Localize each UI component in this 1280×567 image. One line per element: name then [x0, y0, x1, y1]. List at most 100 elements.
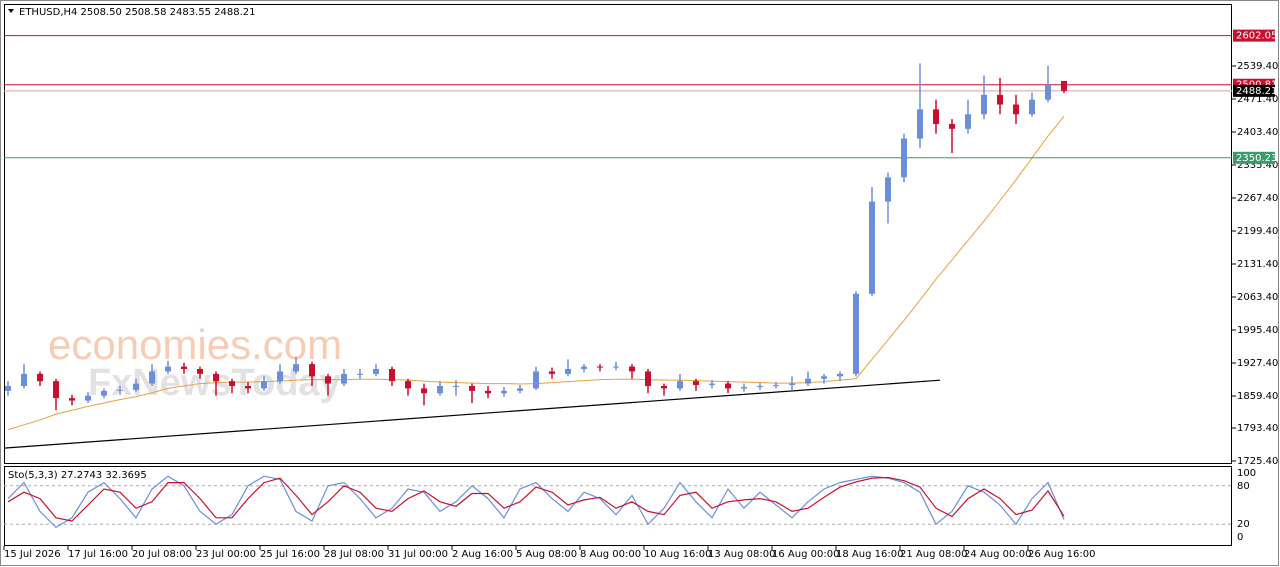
y-tick-label: 1995.40 — [1237, 325, 1278, 336]
candle-body — [549, 371, 555, 374]
candle-body — [1061, 81, 1067, 91]
candle-body — [517, 388, 523, 391]
candle-body — [917, 109, 923, 139]
x-tick-label: 13 Aug 08:00 — [708, 549, 775, 560]
candle-body — [197, 369, 203, 374]
candle-body — [37, 373, 43, 382]
stochastic-line — [7, 475, 1065, 529]
stochastic-line — [7, 476, 1065, 522]
candle-body — [101, 390, 107, 396]
watermark: economies.com — [48, 321, 342, 368]
candle-body — [373, 369, 379, 374]
candle-body — [421, 388, 427, 394]
x-tick-label: 16 Aug 00:00 — [772, 549, 839, 560]
candle-body — [149, 371, 155, 384]
symbol-arrow — [8, 9, 14, 13]
y-tick-label: 1725.40 — [1237, 456, 1278, 467]
x-tick-label: 25 Jul 16:00 — [260, 549, 320, 560]
candle-body — [261, 381, 267, 389]
level-label: 2350.23 — [1236, 153, 1277, 164]
level-label-bg — [1233, 29, 1275, 42]
candle-body — [885, 177, 891, 202]
candle-body — [341, 373, 347, 384]
y-tick-label: 2471.40 — [1237, 94, 1278, 105]
candle-body — [405, 381, 411, 389]
x-tick-label: 26 Aug 16:00 — [1028, 549, 1095, 560]
candle-body — [485, 390, 491, 394]
x-tick-label: 20 Jul 08:00 — [132, 549, 192, 560]
candle-body — [469, 385, 475, 391]
stochastic-tick-label: 80 — [1237, 481, 1250, 492]
y-tick-label: 2403.40 — [1237, 127, 1278, 138]
candle-body — [1029, 99, 1035, 115]
candle-body — [997, 94, 1003, 105]
candle-body — [357, 373, 363, 375]
x-tick-label: 17 Jul 16:00 — [68, 549, 128, 560]
candle-body — [533, 371, 539, 389]
level-label: 2602.05 — [1236, 31, 1277, 42]
candle-body — [117, 389, 123, 391]
level-label-bg — [1233, 84, 1275, 97]
x-tick-label: 2 Aug 16:00 — [452, 549, 513, 560]
candle-body — [629, 366, 635, 372]
candle-body — [821, 376, 827, 379]
stochastic-tick-label: 0 — [1237, 532, 1243, 543]
candle-body — [453, 385, 459, 387]
candle-body — [901, 138, 907, 178]
candle-body — [981, 94, 987, 115]
candle-body — [645, 371, 651, 386]
y-tick-label: 2131.40 — [1237, 259, 1278, 270]
candle-body — [805, 378, 811, 384]
x-tick-label: 10 Aug 16:00 — [644, 549, 711, 560]
candle-body — [53, 381, 59, 399]
x-tick-label: 15 Jul 2026 — [4, 549, 61, 560]
candle-body — [789, 383, 795, 386]
level-label: 2488.21 — [1236, 86, 1277, 97]
y-tick-label: 1793.40 — [1237, 423, 1278, 434]
x-tick-label: 24 Aug 00:00 — [964, 549, 1031, 560]
candle-body — [181, 366, 187, 370]
candle-body — [437, 385, 443, 394]
candle-body — [933, 109, 939, 124]
candle-body — [277, 371, 283, 382]
stochastic-panel — [4, 466, 1232, 546]
x-tick-label: 31 Jul 00:00 — [388, 549, 448, 560]
candle-body — [709, 383, 715, 386]
candle-body — [949, 123, 955, 129]
stochastic-tick-label: 20 — [1237, 519, 1250, 530]
candle-body — [597, 366, 603, 368]
candle-body — [1013, 104, 1019, 115]
candle-body — [165, 366, 171, 372]
y-tick-label: 1859.40 — [1237, 391, 1278, 402]
chart-title: ETHUSD,H4 2508.50 2508.58 2483.55 2488.2… — [19, 7, 256, 18]
candle-body — [853, 293, 859, 374]
candle-body — [133, 383, 139, 390]
candle-body — [613, 366, 619, 368]
x-tick-label: 18 Aug 16:00 — [836, 549, 903, 560]
candle-body — [661, 385, 667, 389]
x-tick-label: 21 Aug 08:00 — [900, 549, 967, 560]
candle-body — [741, 386, 747, 389]
candle-body — [965, 114, 971, 129]
price-panel — [4, 4, 1232, 464]
candle-body — [773, 385, 779, 387]
candle-body — [565, 369, 571, 374]
candle-body — [869, 201, 875, 294]
candle-body — [5, 385, 11, 391]
candle-body — [309, 364, 315, 377]
x-tick-label: 23 Jul 00:00 — [196, 549, 256, 560]
candle-body — [245, 385, 251, 389]
candle-body — [1045, 85, 1051, 100]
y-tick-label: 1927.40 — [1237, 358, 1278, 369]
stochastic-label: Sto(5,3,3) 27.2743 32.3695 — [8, 470, 147, 481]
x-tick-label: 28 Jul 08:00 — [324, 549, 384, 560]
y-tick-label: 2335.40 — [1237, 160, 1278, 171]
x-tick-label: 5 Aug 08:00 — [516, 549, 577, 560]
y-tick-label: 2539.40 — [1237, 61, 1278, 72]
trendline — [3, 379, 941, 449]
candle-body — [837, 373, 843, 377]
candle-body — [581, 366, 587, 370]
